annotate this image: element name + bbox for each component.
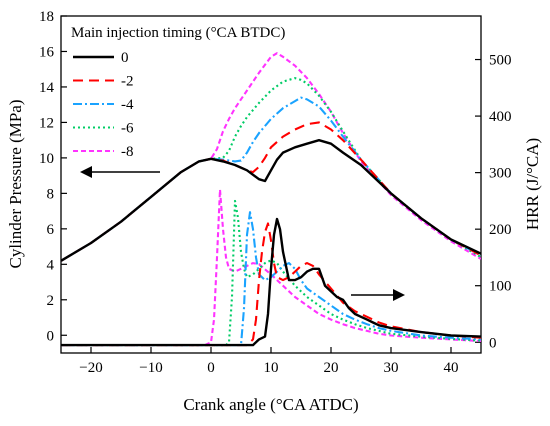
hrr-line-series-4: [61, 188, 481, 347]
axis-ticks: −20 −10 0 10 20 30 400246810121416180100200300…: [39, 9, 512, 376]
y-left-tick-label: 16: [39, 44, 55, 60]
y-left-tick-label: 0: [47, 328, 55, 344]
y-right-tick-label: 500: [489, 53, 512, 69]
y-left-tick-label: 18: [39, 9, 54, 25]
x-tick-label: −10: [139, 360, 162, 376]
x-tick-label: 10: [264, 360, 279, 376]
series-lines: [61, 52, 481, 347]
y-left-tick-label: 10: [39, 151, 54, 167]
plot-frame: [60, 15, 482, 354]
x-axis-title: Crank angle (°CA ATDC): [183, 395, 358, 414]
hrr-line-series-0: [61, 217, 481, 347]
y-left-tick-label: 2: [47, 293, 55, 309]
y-left-tick-label: 12: [39, 115, 54, 131]
pressure-line-series-0: [61, 139, 481, 262]
legend: 0 -2 -4 -6 -8: [73, 50, 134, 160]
y-axis-left-title: Cylinder Pressure (MPa): [6, 99, 25, 268]
x-tick-label: 0: [207, 360, 215, 376]
y-left-tick-label: 4: [47, 257, 55, 273]
x-tick-label: 30: [384, 360, 399, 376]
hrr-line-series-3: [61, 199, 481, 347]
legend-label-2: -4: [121, 97, 134, 113]
x-tick-label: 40: [444, 360, 459, 376]
pressure-axis-arrow: [80, 166, 160, 178]
y-right-tick-label: 400: [489, 109, 512, 125]
y-left-tick-label: 6: [47, 222, 55, 238]
legend-label-3: -6: [121, 121, 134, 137]
y-left-tick-label: 14: [39, 80, 55, 96]
legend-title: Main injection timing (°CA BTDC): [71, 25, 285, 41]
y-axis-right-title: HRR (J/°CA): [523, 138, 542, 230]
x-tick-label: −20: [79, 360, 102, 376]
legend-label-4: -8: [121, 144, 134, 160]
y-right-tick-label: 100: [489, 279, 512, 295]
y-right-tick-label: 300: [489, 166, 512, 182]
y-left-tick-label: 8: [47, 186, 55, 202]
legend-label-0: 0: [121, 50, 129, 66]
hrr-line-series-1: [61, 222, 481, 347]
legend-label-1: -2: [121, 74, 134, 90]
y-right-tick-label: 0: [489, 335, 497, 351]
hrr-axis-arrow: [351, 289, 405, 301]
x-tick-label: 20: [324, 360, 339, 376]
y-right-tick-label: 200: [489, 222, 512, 238]
